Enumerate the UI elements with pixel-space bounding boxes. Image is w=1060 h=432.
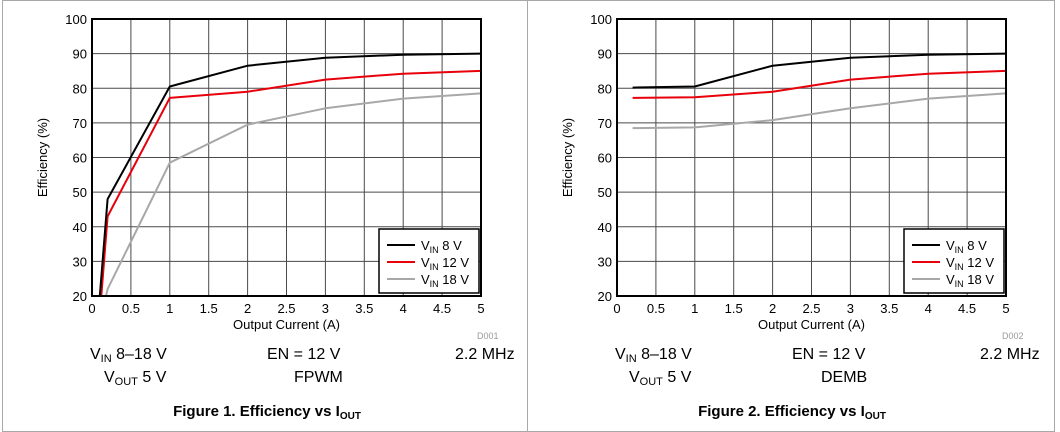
- y-tick-label: 20: [598, 289, 612, 304]
- x-tick-label: 4: [925, 301, 932, 316]
- y-tick-label: 60: [598, 151, 612, 166]
- series-line: [632, 69, 1006, 99]
- efficiency-chart-2: 0 0.5 1 1.5 2 2.5 3 3.5 4 4.5 5 20 30 40 50 60 70 80 90 100…: [560, 12, 1010, 332]
- x-tick-label: 0: [88, 301, 95, 316]
- x-tick-label: 2.5: [802, 301, 820, 316]
- x-axis-label: Output Current (A): [233, 317, 340, 332]
- x-tick-label: 1.5: [725, 301, 743, 316]
- caption-vout: VOUT 5 V: [629, 369, 692, 388]
- caption-en: EN = 12 V: [792, 346, 866, 363]
- y-tick-label: 70: [598, 116, 612, 131]
- y-tick-label: 60: [73, 151, 87, 166]
- y-tick-label: 80: [598, 81, 612, 96]
- x-axis-label: Output Current (A): [758, 317, 865, 332]
- y-axis-label: Efficiency (%): [560, 118, 575, 197]
- series-line: [95, 52, 481, 296]
- y-tick-label: 80: [73, 81, 87, 96]
- y-tick-label: 100: [65, 12, 87, 27]
- y-tick-label: 50: [73, 185, 87, 200]
- caption-mode: DEMB: [821, 369, 868, 386]
- y-tick-label: 30: [598, 254, 612, 269]
- caption-frequency: 2.2 MHz: [455, 346, 515, 363]
- x-tick-label: 4.5: [433, 301, 451, 316]
- x-tick-label: 3: [322, 301, 329, 316]
- x-tick-label: 2.5: [277, 301, 295, 316]
- x-tick-label: 2: [769, 301, 776, 316]
- y-tick-label: 30: [73, 254, 87, 269]
- figure-title: Figure 1. Efficiency vs IOUT: [173, 403, 361, 422]
- x-tick-label: 2: [244, 301, 251, 316]
- plot-frame: [91, 18, 482, 297]
- legend-label: VIN 18 V: [421, 272, 469, 289]
- series-line: [97, 69, 481, 296]
- caption-mode: FPWM: [294, 369, 343, 386]
- caption-vout: VOUT 5 V: [104, 369, 167, 388]
- y-tick-label: 90: [73, 47, 87, 62]
- caption-frequency: 2.2 MHz: [980, 346, 1040, 363]
- series-line: [632, 52, 1006, 89]
- legend-label: VIN 12 V: [946, 255, 994, 272]
- legend-label: VIN 12 V: [421, 255, 469, 272]
- y-axis-label: Efficiency (%): [35, 118, 50, 197]
- plot-frame: [616, 18, 1007, 297]
- legend-label: VIN 18 V: [946, 272, 994, 289]
- x-tick-label: 4: [400, 301, 407, 316]
- series-line: [632, 92, 1006, 130]
- y-tick-label: 20: [73, 289, 87, 304]
- x-tick-label: 3.5: [355, 301, 373, 316]
- y-tick-label: 90: [598, 47, 612, 62]
- caption-vin: VIN 8–18 V: [615, 346, 692, 365]
- x-tick-label: 0.5: [122, 301, 140, 316]
- figure-code: D001: [477, 331, 499, 341]
- legend-label: VIN 8 V: [421, 238, 462, 255]
- y-tick-label: 100: [590, 12, 612, 27]
- series-line: [105, 92, 481, 296]
- x-tick-label: 3: [847, 301, 854, 316]
- y-tick-label: 40: [598, 220, 612, 235]
- x-tick-label: 3.5: [880, 301, 898, 316]
- y-tick-label: 50: [598, 185, 612, 200]
- caption-en: EN = 12 V: [267, 346, 341, 363]
- x-tick-label: 5: [477, 301, 484, 316]
- x-tick-label: 0: [613, 301, 620, 316]
- x-tick-label: 5: [1002, 301, 1009, 316]
- chart-panel-1: 0 0.5 1 1.5 2 2.5 3 3.5 4 4.5 5 20 30 40 50 60 70 80 90 100…: [2, 0, 530, 432]
- x-tick-label: 1: [691, 301, 698, 316]
- y-tick-label: 40: [73, 220, 87, 235]
- legend-label: VIN 8 V: [946, 238, 987, 255]
- caption-vin: VIN 8–18 V: [90, 346, 167, 365]
- figure-title: Figure 2. Efficiency vs IOUT: [698, 403, 886, 422]
- figure-code: D002: [1002, 331, 1024, 341]
- x-tick-label: 1.5: [200, 301, 218, 316]
- x-tick-label: 4.5: [958, 301, 976, 316]
- x-tick-label: 1: [166, 301, 173, 316]
- efficiency-chart-1: 0 0.5 1 1.5 2 2.5 3 3.5 4 4.5 5 20 30 40 50 60 70 80 90 100…: [35, 12, 485, 332]
- chart-panel-2: 0 0.5 1 1.5 2 2.5 3 3.5 4 4.5 5 20 30 40 50 60 70 80 90 100…: [527, 0, 1055, 432]
- y-tick-label: 70: [73, 116, 87, 131]
- x-tick-label: 0.5: [647, 301, 665, 316]
